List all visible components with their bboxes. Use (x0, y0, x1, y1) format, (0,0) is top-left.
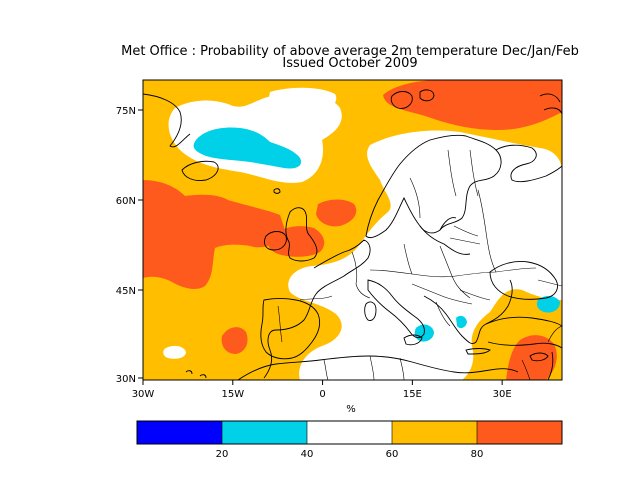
field-20-40-greenland-sea (193, 127, 302, 169)
lat-tick-label: 30N (116, 374, 136, 385)
colorbar-bin (477, 421, 562, 444)
colorbar-tick-label: 40 (301, 449, 314, 460)
map-frame (142, 79, 563, 381)
border-caucasus (537, 279, 562, 287)
coast-western-europe (263, 239, 371, 379)
border-north-africa (323, 355, 405, 380)
lat-tick-label: 45N (116, 286, 136, 297)
border-baltic-states (449, 225, 481, 245)
colorbar-bin (307, 421, 392, 444)
border-france-germany (351, 251, 371, 299)
longitude-axis: 30W 15W 0 15E 30E (132, 380, 512, 400)
field-20-40-aegean (456, 315, 467, 329)
colorbar-frame (136, 420, 563, 445)
border-middle-east (521, 325, 562, 380)
map-area (143, 80, 562, 380)
coast-balkans-greece (423, 279, 513, 345)
colorbar-tick-label: 60 (386, 449, 399, 460)
lon-tick-label: 0 (319, 389, 325, 400)
field-20-40-turkey (536, 296, 560, 313)
x-axis-label: % (346, 404, 356, 415)
country-borders (277, 149, 562, 380)
colorbar-tick-label: 80 (471, 449, 484, 460)
coast-sicily (403, 334, 423, 346)
border-russia-finland (469, 149, 479, 197)
border-ukraine (455, 267, 537, 277)
border-iberia (277, 305, 283, 343)
border-balkans (411, 283, 473, 327)
coast-black-sea (489, 261, 558, 300)
coast-north-africa (237, 355, 519, 380)
field-80-100-iberia-west (221, 327, 248, 354)
border-central-europe (369, 269, 457, 278)
map-title: Met Office : Probability of above averag… (121, 44, 579, 59)
border-russia-west (477, 189, 497, 273)
coast-canaries (185, 370, 207, 379)
coast-scandinavia (365, 134, 502, 239)
coast-ireland (263, 231, 287, 251)
field-80-100-atlantic (143, 180, 285, 289)
coast-iberia (260, 298, 321, 360)
lat-tick-label: 75N (116, 106, 136, 117)
field-40-60-svalbard (268, 87, 337, 117)
field-80-100-britain (268, 226, 325, 257)
lon-tick-label: 15E (403, 389, 422, 400)
border-poland-east (439, 245, 471, 299)
coast-svalbard (390, 89, 435, 109)
coast-greenland (143, 93, 191, 148)
lon-tick-label: 30E (493, 389, 512, 400)
coast-cyprus (529, 352, 549, 362)
colorbar-ticks: 20 40 60 80 (216, 449, 484, 460)
coast-levant (547, 351, 554, 380)
coast-turkey (485, 316, 562, 349)
coast-kola-white-sea (495, 144, 562, 183)
colorbar-tick-label: 20 (216, 449, 229, 460)
field-40-60-azores (163, 345, 186, 359)
coast-crete (465, 348, 491, 355)
lon-tick-label: 15W (221, 389, 244, 400)
field-80-100-black-sea (506, 335, 557, 380)
coastlines (143, 89, 562, 380)
lon-tick-label: 30W (132, 389, 155, 400)
coast-sardinia (364, 301, 377, 321)
field-40-60-europe (288, 130, 562, 380)
coast-faroes (273, 188, 281, 194)
lat-tick-label: 60N (116, 196, 136, 207)
coast-italy (367, 279, 425, 339)
colorbar-bin (137, 421, 222, 444)
border-france-spain (299, 295, 333, 301)
border-germany-poland (403, 243, 413, 275)
colorbar (137, 421, 562, 444)
field-80-100-arctic (383, 80, 562, 130)
border-scandinavia (409, 149, 457, 219)
coast-iceland (181, 160, 219, 181)
latitude-axis: 75N 60N 45N 30N (116, 106, 143, 385)
field-80-100-north-sea (316, 199, 357, 227)
map-subtitle: Issued October 2009 (282, 56, 418, 71)
coast-novaya-zemlya (539, 93, 562, 115)
colorbar-bin (392, 421, 477, 444)
coast-britain (285, 207, 318, 262)
colorbar-bin (222, 421, 307, 444)
border-romania-bulgaria (459, 289, 491, 301)
coast-baltic (419, 217, 471, 255)
